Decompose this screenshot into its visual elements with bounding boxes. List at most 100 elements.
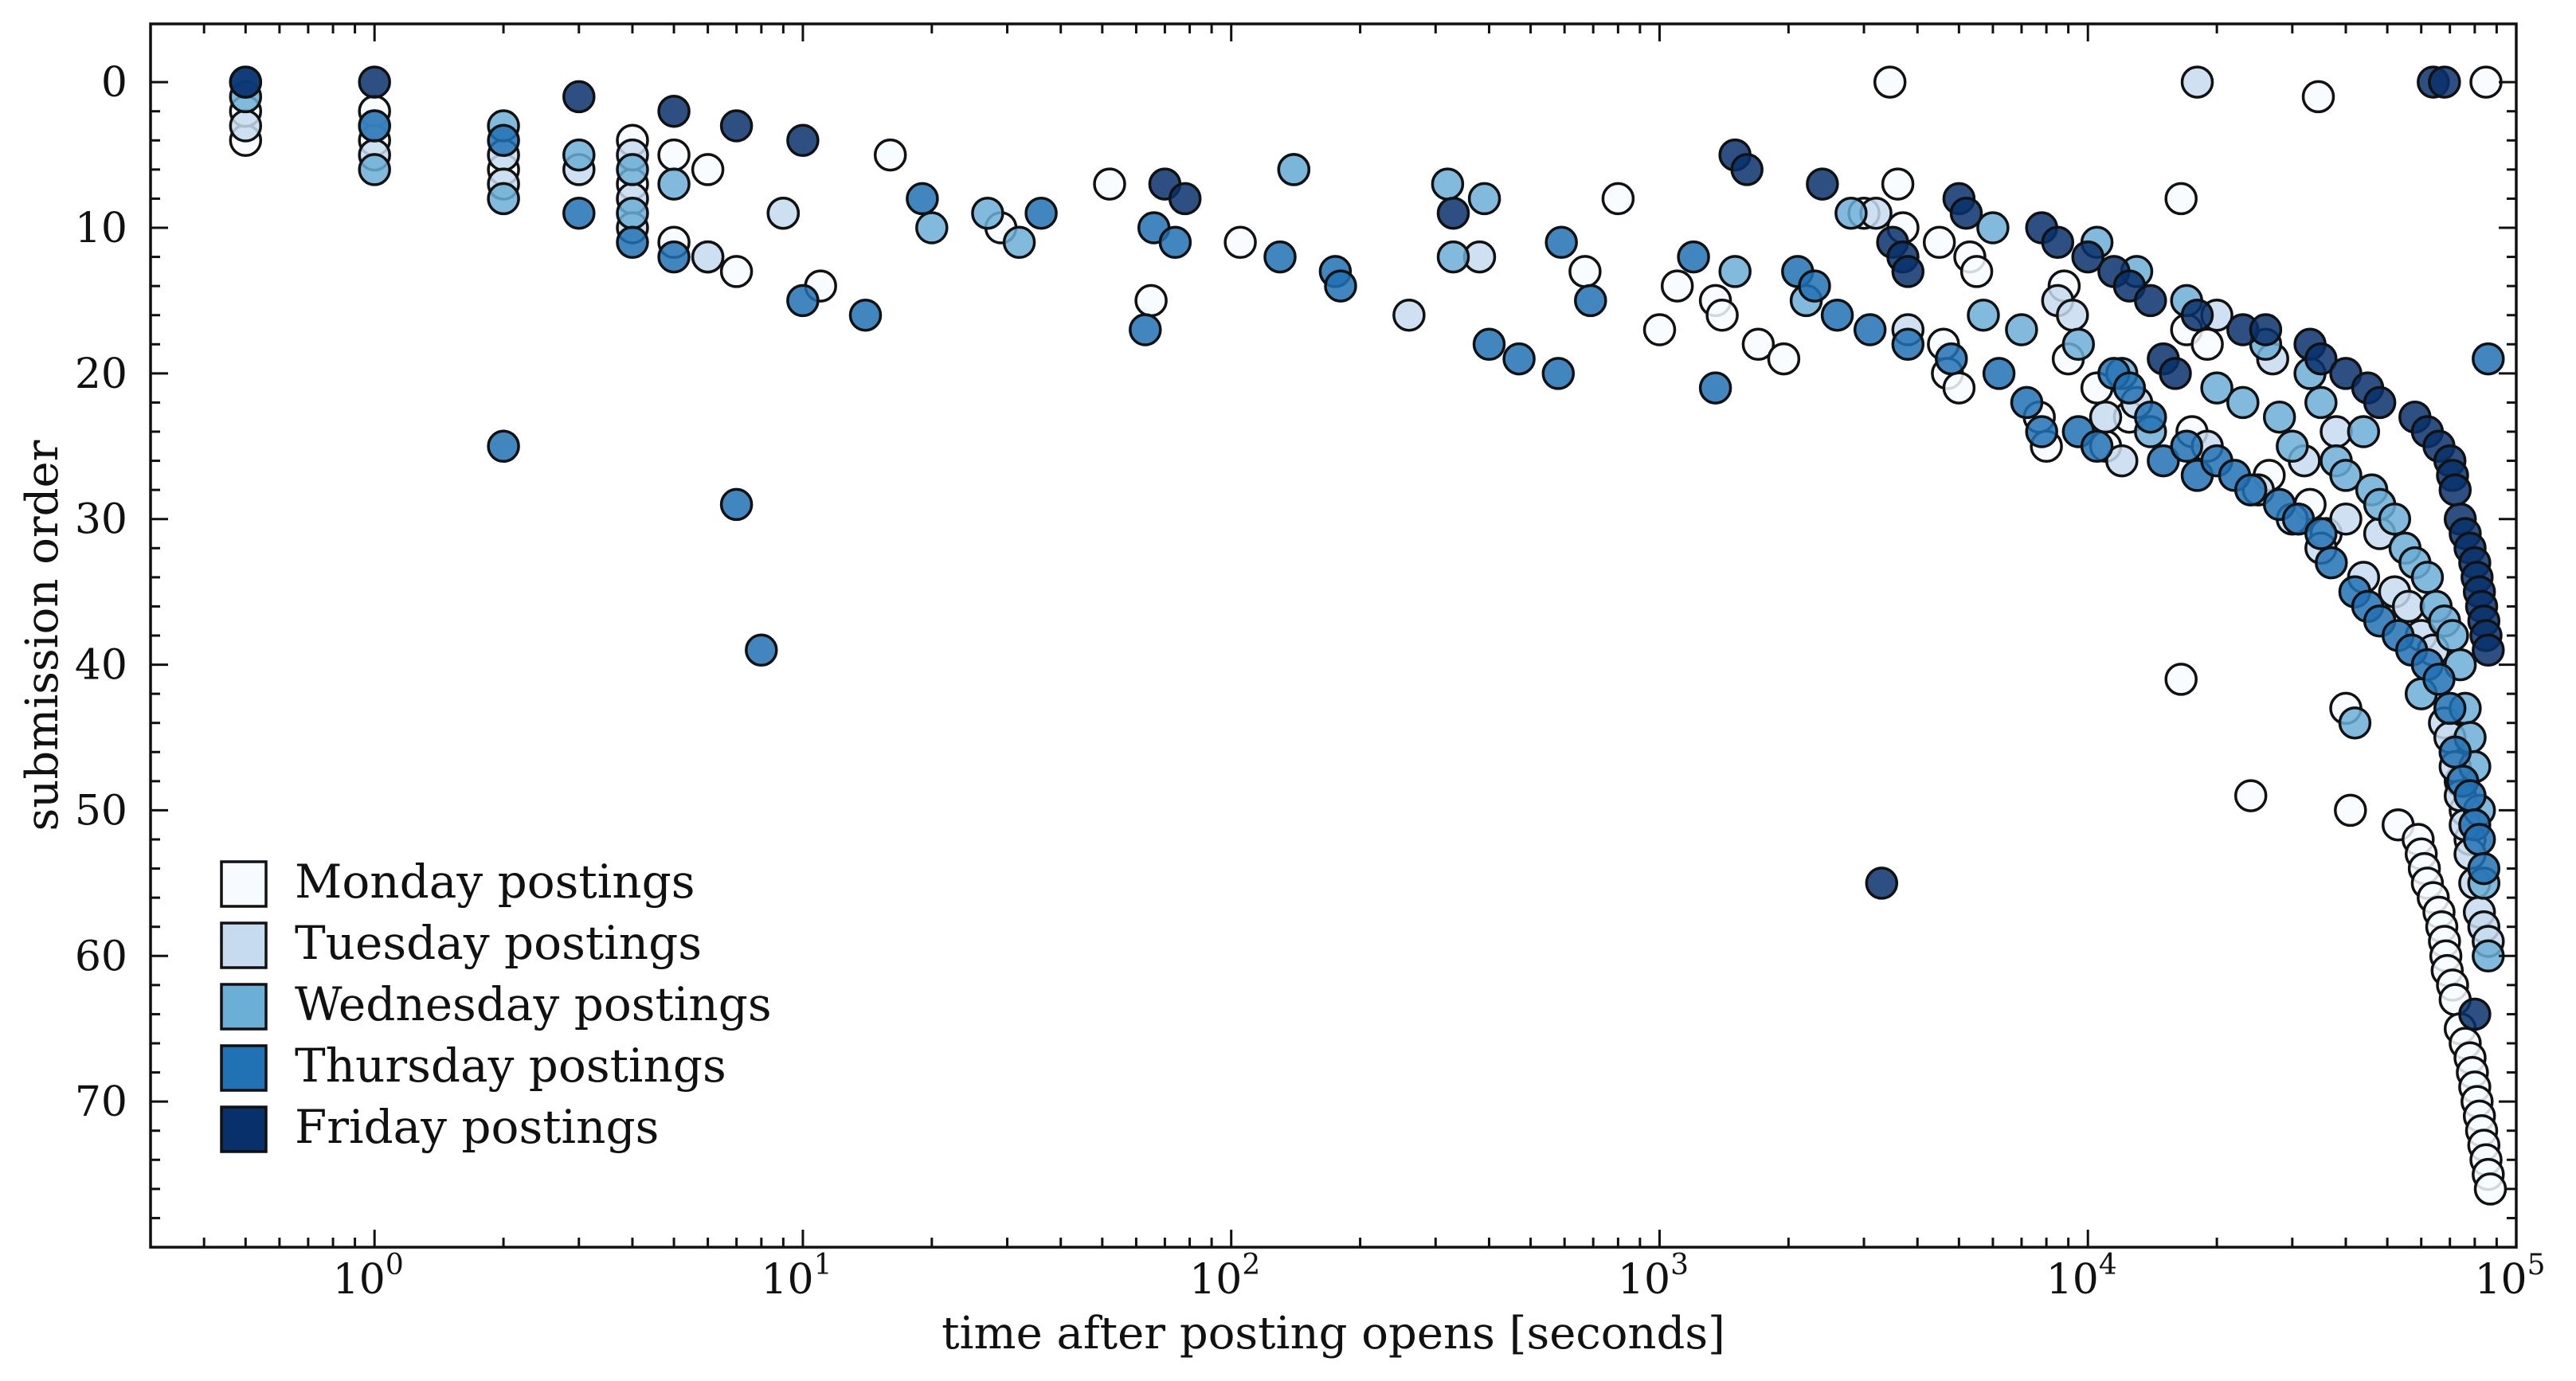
y-tick-label: 50 bbox=[75, 787, 127, 835]
data-point bbox=[1873, 65, 1907, 99]
data-point bbox=[562, 138, 596, 172]
data-point bbox=[2233, 473, 2268, 507]
data-point bbox=[1806, 167, 1839, 201]
data-point bbox=[2453, 779, 2487, 812]
data-point bbox=[2301, 80, 2335, 114]
data-point bbox=[358, 153, 391, 186]
data-point bbox=[1158, 225, 1192, 260]
y-tick-labels: 0 10 20 30 40 50 60 70 bbox=[75, 59, 127, 1126]
data-point bbox=[2105, 444, 2139, 478]
data-point bbox=[1767, 342, 1801, 376]
data-point bbox=[1324, 269, 1357, 303]
data-point bbox=[1223, 225, 1257, 260]
series-thursday bbox=[229, 65, 2505, 886]
data-point bbox=[358, 65, 391, 99]
y-tick-label: 70 bbox=[75, 1078, 127, 1126]
data-point bbox=[2080, 429, 2114, 464]
data-point bbox=[1982, 357, 2016, 390]
data-point bbox=[1642, 313, 1677, 346]
data-point bbox=[766, 196, 801, 230]
data-point bbox=[2164, 663, 2198, 696]
data-point bbox=[657, 240, 691, 274]
data-point bbox=[2164, 182, 2198, 216]
data-point bbox=[2010, 385, 2044, 420]
legend-label: Friday postings bbox=[295, 1100, 659, 1154]
data-point bbox=[2249, 313, 2283, 346]
data-point bbox=[1741, 327, 1775, 362]
data-point bbox=[873, 138, 907, 172]
legend-swatch bbox=[220, 1105, 268, 1153]
data-point bbox=[1544, 225, 1578, 260]
data-point bbox=[786, 123, 820, 158]
data-point bbox=[616, 153, 649, 186]
data-point bbox=[2170, 429, 2203, 464]
data-point bbox=[2472, 633, 2505, 667]
data-point bbox=[1134, 284, 1168, 318]
data-point bbox=[562, 80, 596, 114]
data-point bbox=[915, 211, 949, 245]
data-point bbox=[2347, 415, 2381, 448]
data-point bbox=[1922, 225, 1956, 260]
data-point bbox=[1392, 298, 1426, 332]
data-point bbox=[2276, 429, 2309, 464]
data-point bbox=[487, 123, 520, 158]
data-point bbox=[657, 138, 691, 172]
series-wednesday bbox=[229, 80, 2505, 973]
y-tick-label: 60 bbox=[75, 933, 127, 980]
data-point bbox=[2320, 415, 2353, 448]
legend: Monday postings Tuesday postings Wednesday… bbox=[220, 855, 772, 1154]
x-axis-label: time after posting opens [seconds] bbox=[942, 1308, 1725, 1359]
data-point bbox=[1472, 327, 1506, 362]
series-monday bbox=[229, 65, 2507, 1206]
y-tick-label: 0 bbox=[101, 59, 127, 107]
data-point bbox=[657, 167, 691, 201]
x-tick-label: 102 bbox=[1189, 1249, 1260, 1304]
data-point bbox=[1834, 196, 1868, 230]
data-point bbox=[719, 487, 754, 522]
y-tick-label: 40 bbox=[75, 642, 127, 690]
data-point bbox=[1129, 313, 1162, 346]
data-point bbox=[2438, 735, 2472, 769]
data-point bbox=[1601, 182, 1635, 216]
axis-ticks bbox=[149, 24, 2518, 1247]
data-point bbox=[1798, 269, 1831, 303]
data-point bbox=[1967, 298, 2000, 332]
data-point bbox=[1718, 255, 1752, 288]
data-point bbox=[1436, 196, 1470, 230]
data-point bbox=[2422, 663, 2456, 696]
data-point bbox=[719, 109, 754, 143]
data-point bbox=[2338, 706, 2372, 740]
data-point bbox=[1024, 196, 1058, 230]
data-point bbox=[2089, 400, 2123, 434]
data-point bbox=[2472, 342, 2505, 376]
data-point bbox=[1002, 225, 1036, 260]
data-point bbox=[691, 240, 725, 274]
plot-points bbox=[229, 65, 2507, 1206]
data-point bbox=[2071, 240, 2104, 274]
data-point bbox=[2433, 691, 2467, 726]
data-point bbox=[1568, 255, 1602, 288]
data-point bbox=[2329, 459, 2363, 492]
data-point bbox=[2473, 1172, 2507, 1206]
data-point bbox=[2112, 371, 2147, 405]
data-point bbox=[2315, 546, 2348, 580]
data-point bbox=[616, 225, 649, 260]
data-point bbox=[1431, 167, 1465, 201]
data-point bbox=[1891, 327, 1925, 362]
data-point bbox=[1660, 269, 1694, 303]
x-tick-label: 105 bbox=[2474, 1249, 2545, 1304]
x-tick-labels: 100 101 102 103 104 105 bbox=[333, 1249, 2546, 1304]
data-point bbox=[2469, 65, 2503, 99]
data-point bbox=[691, 153, 725, 186]
data-point bbox=[2391, 589, 2425, 624]
x-tick-label: 100 bbox=[333, 1249, 404, 1304]
data-point bbox=[616, 196, 649, 230]
x-tick-label: 103 bbox=[1618, 1249, 1689, 1304]
data-point bbox=[2159, 357, 2192, 390]
data-point bbox=[1935, 342, 1968, 376]
data-point bbox=[2458, 997, 2492, 1031]
data-point bbox=[2180, 65, 2214, 99]
data-point bbox=[2134, 400, 2167, 434]
data-point bbox=[2428, 65, 2461, 99]
